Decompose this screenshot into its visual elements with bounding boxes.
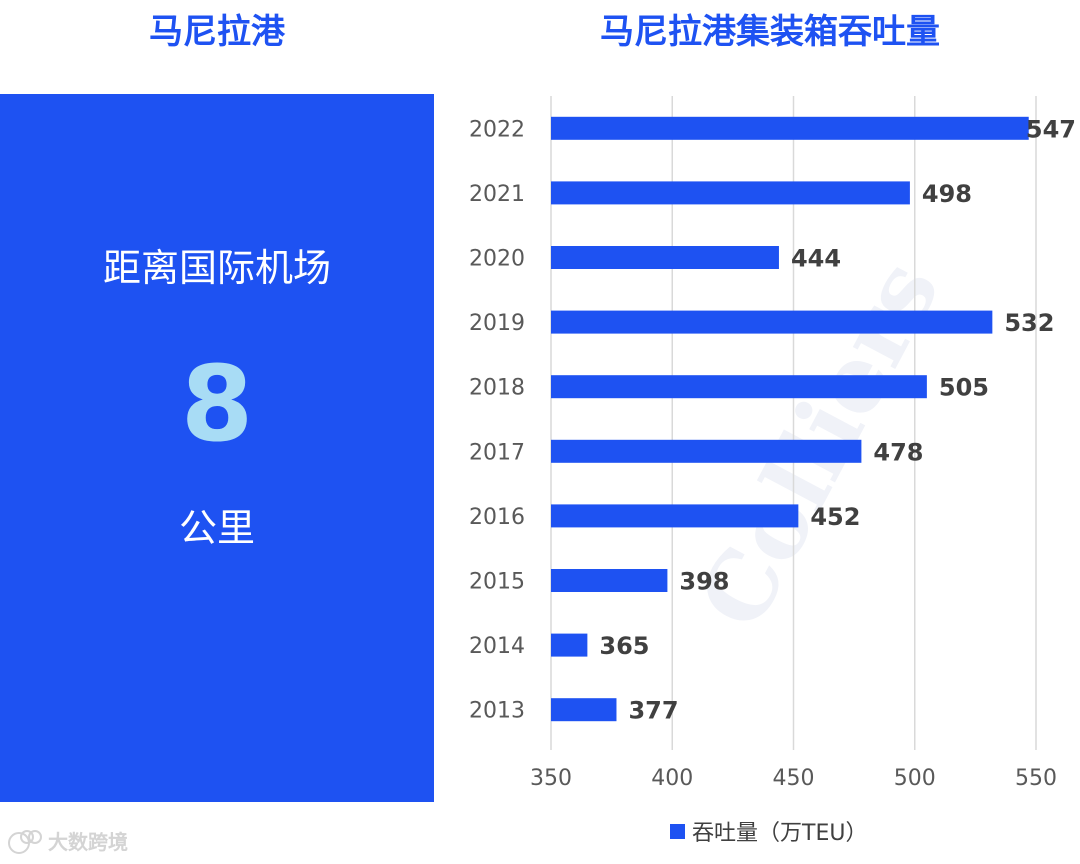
chart-title: 马尼拉港集装箱吞吐量 — [600, 12, 940, 52]
bar-2016 — [551, 504, 799, 528]
category-label: 2021 — [469, 182, 525, 207]
bar-2014 — [551, 633, 588, 657]
bar-2015 — [551, 569, 668, 592]
x-tick-label: 500 — [894, 766, 936, 791]
bar-2013 — [551, 698, 617, 722]
category-label: 2020 — [469, 247, 525, 272]
bar-2019 — [551, 310, 993, 334]
x-tick-label: 550 — [1015, 766, 1057, 791]
bar-2018 — [551, 375, 927, 399]
category-label: 2013 — [469, 699, 525, 724]
logo-icon — [8, 830, 42, 854]
distance-label: 距离国际机场 — [102, 246, 331, 290]
info-panel: 距离国际机场 8 公里 — [0, 94, 434, 802]
value-label: 505 — [939, 374, 989, 402]
bar-2021 — [551, 181, 910, 205]
value-label: 452 — [810, 503, 860, 531]
x-tick-label: 400 — [651, 766, 693, 791]
category-label: 2014 — [469, 634, 525, 659]
category-label: 2015 — [469, 570, 525, 595]
category-label: 2022 — [469, 117, 525, 142]
legend-swatch — [670, 824, 685, 839]
bar-2022 — [551, 116, 1029, 140]
category-label: 2016 — [469, 505, 525, 530]
left-panel-title: 马尼拉港 — [149, 12, 285, 52]
value-label: 498 — [922, 180, 972, 208]
x-tick-label: 450 — [773, 766, 815, 791]
category-label: 2017 — [469, 440, 525, 465]
value-label: 444 — [791, 245, 841, 273]
value-label: 377 — [628, 697, 678, 725]
category-label: 2019 — [469, 311, 525, 336]
value-label: 365 — [599, 632, 649, 660]
bar-2017 — [551, 439, 862, 463]
legend-label: 吞吐量（万TEU） — [692, 821, 867, 846]
logo: 大数跨境 — [8, 828, 128, 856]
value-label: 478 — [873, 438, 923, 466]
x-tick-label: 350 — [530, 766, 572, 791]
distance-unit: 公里 — [178, 506, 255, 550]
distance-value: 8 — [180, 343, 254, 465]
value-label: 547 — [1026, 115, 1076, 143]
logo-text: 大数跨境 — [48, 830, 128, 854]
value-label: 398 — [679, 568, 729, 596]
bar-2020 — [551, 246, 779, 269]
category-label: 2018 — [469, 376, 525, 401]
value-label: 532 — [1004, 309, 1054, 337]
